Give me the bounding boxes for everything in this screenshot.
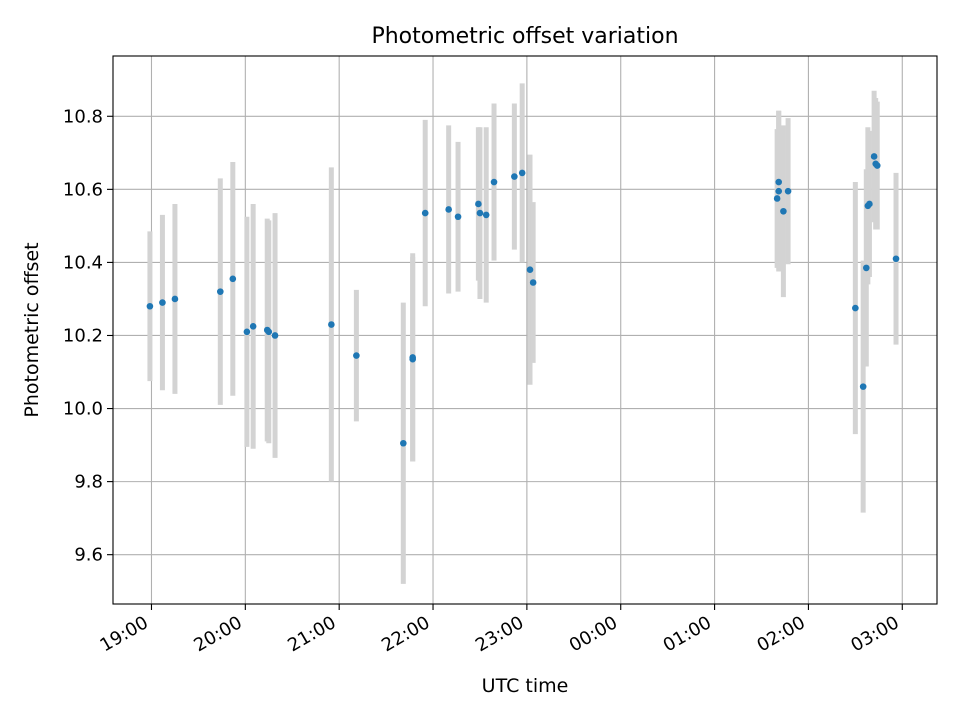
data-point: [217, 288, 224, 295]
data-point: [421, 209, 429, 217]
x-axis-label: UTC time: [482, 675, 569, 697]
data-points: [146, 153, 900, 447]
data-point: [490, 178, 498, 186]
data-point: [476, 209, 484, 217]
y-tick-label: 10.6: [63, 179, 103, 200]
data-point: [475, 200, 482, 208]
data-point: [859, 383, 867, 390]
plot-area: [113, 56, 937, 604]
y-tick-label: 9.6: [74, 545, 103, 566]
chart-title: Photometric offset variation: [371, 24, 678, 49]
data-point: [862, 264, 870, 272]
data-point: [249, 323, 257, 330]
data-point: [353, 352, 360, 359]
data-point: [852, 304, 859, 312]
y-axis-ticks: 9.6 9.8 10.0 10.2 10.4 10.6 10.8: [63, 106, 113, 566]
data-point: [526, 266, 534, 274]
data-point: [870, 153, 878, 160]
data-point: [784, 187, 792, 195]
data-point: [409, 354, 416, 361]
data-point: [454, 213, 462, 221]
data-point: [873, 162, 881, 169]
data-point: [171, 295, 179, 303]
y-tick-label: 9.8: [74, 472, 103, 493]
data-point: [400, 439, 407, 447]
data-point: [866, 200, 873, 208]
data-point: [775, 178, 783, 186]
data-point: [243, 328, 251, 336]
data-point: [271, 332, 279, 339]
data-point: [482, 211, 490, 219]
data-point: [159, 299, 166, 306]
data-point: [328, 321, 335, 328]
y-tick-label: 10.4: [63, 252, 103, 273]
data-point: [773, 195, 781, 202]
data-point: [146, 302, 154, 310]
axes-frame: [112, 55, 938, 605]
data-point: [229, 275, 237, 283]
y-tick-label: 10.0: [63, 399, 103, 420]
y-axis-label: Photometric offset: [21, 242, 43, 417]
data-point: [892, 255, 900, 263]
data-point: [775, 187, 783, 195]
data-point: [518, 169, 526, 177]
data-point: [511, 173, 518, 180]
y-tick-label: 10.8: [63, 106, 103, 127]
data-point: [445, 206, 452, 213]
grid: [113, 56, 937, 604]
data-point: [529, 279, 537, 286]
data-point: [265, 328, 273, 336]
data-point: [780, 207, 787, 215]
y-tick-label: 10.2: [63, 325, 103, 346]
